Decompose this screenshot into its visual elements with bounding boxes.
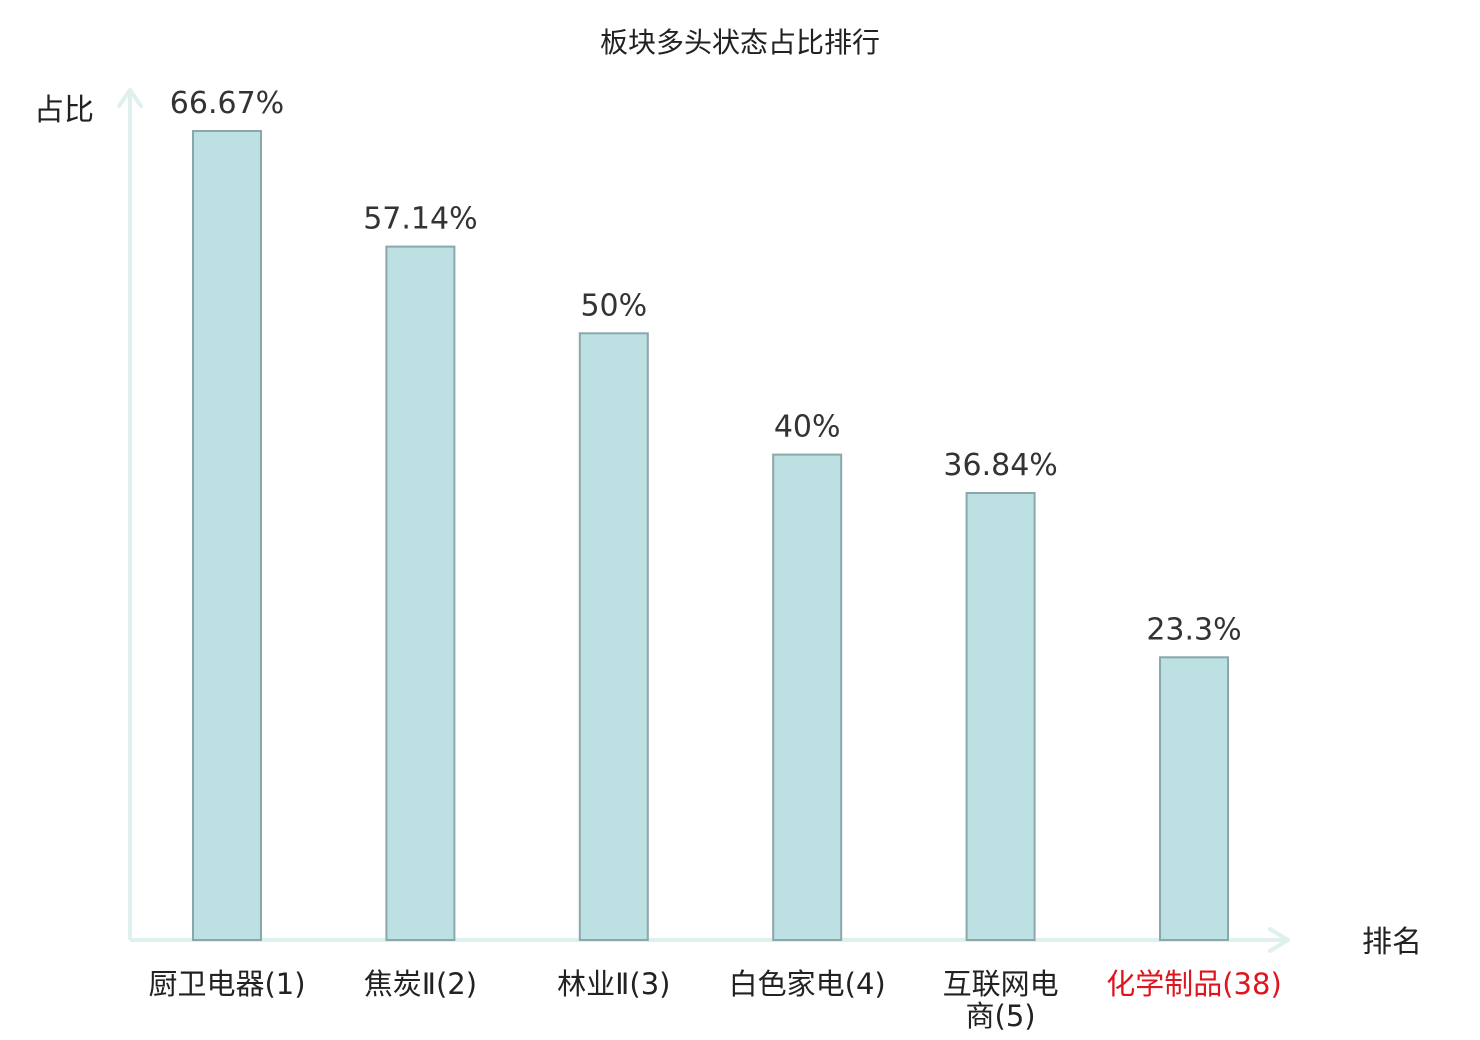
bar bbox=[965, 492, 1036, 941]
bar-value-label: 36.84% bbox=[943, 448, 1057, 483]
category-labels: 厨卫电器(1) 焦炭Ⅱ(2) 林业Ⅱ(3) 白色家电(4) 互联网电商(5) 化学制品(3… bbox=[148, 967, 1281, 1033]
y-axis-label: 占比 bbox=[34, 93, 94, 128]
category-label: 厨卫电器(1) bbox=[148, 967, 305, 1001]
bar bbox=[578, 332, 649, 941]
bar-value-label: 57.14% bbox=[363, 202, 477, 237]
category-label: 互联网电商(5) bbox=[943, 967, 1059, 1033]
y-axis-arrow bbox=[117, 88, 143, 108]
bar bbox=[1159, 656, 1229, 941]
bars bbox=[192, 130, 1229, 942]
x-axis-label: 排名 bbox=[1362, 925, 1422, 960]
bar bbox=[192, 130, 262, 941]
bar-value-label: 66.67% bbox=[170, 86, 284, 121]
value-labels: 66.67% 57.14% 50% 40% 36.84% 23.3% bbox=[170, 86, 1242, 647]
x-axis-arrow bbox=[1268, 927, 1290, 953]
category-label: 白色家电(4) bbox=[729, 967, 886, 1001]
bar-value-label: 50% bbox=[580, 288, 647, 323]
category-label: 焦炭Ⅱ(2) bbox=[364, 967, 477, 1001]
axes bbox=[117, 88, 1290, 953]
chart-title: 板块多头状态占比排行 bbox=[600, 26, 880, 59]
bar bbox=[385, 245, 456, 942]
category-label: 林业Ⅱ(3) bbox=[557, 967, 670, 1001]
bar-value-label: 23.3% bbox=[1146, 612, 1241, 647]
category-label: 化学制品(38) bbox=[1106, 967, 1282, 1001]
bar bbox=[772, 453, 843, 941]
bar-value-label: 40% bbox=[774, 410, 841, 445]
